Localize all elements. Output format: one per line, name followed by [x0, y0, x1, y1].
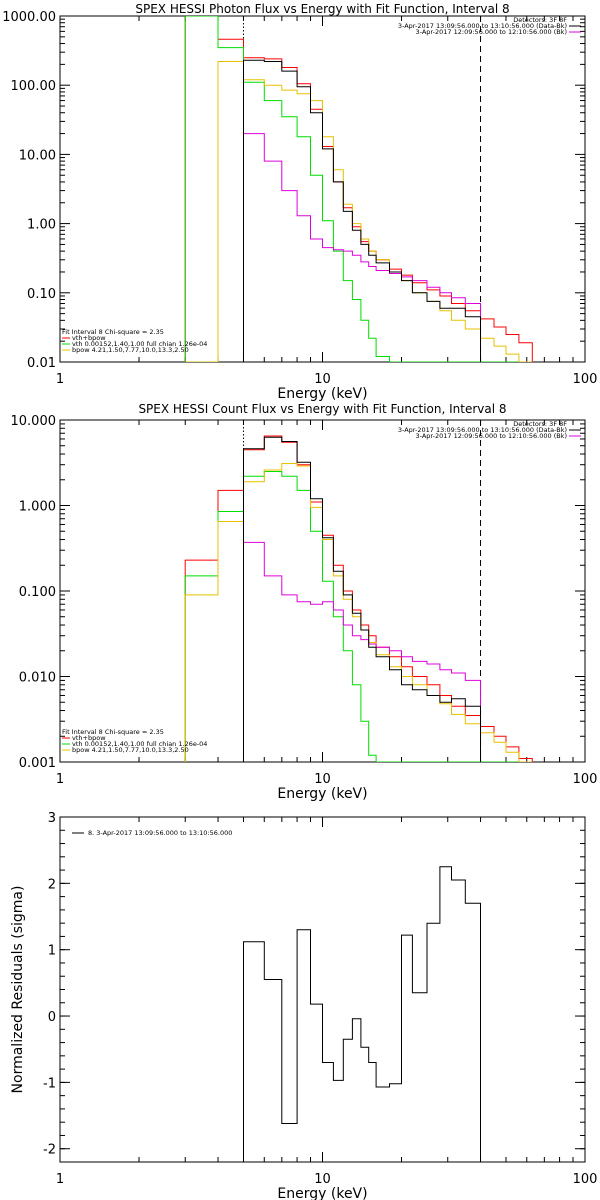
y-tick-label: 10.00 [19, 148, 56, 163]
legend-entry: 8. 3-Apr-2017 13:09:56.000 to 13:10:56.0… [88, 829, 232, 837]
x-axis-label: Energy (keV) [277, 386, 367, 402]
legend-bottom-entry: vth+bpow [72, 334, 106, 342]
legend-bottom-entry: bpow 4.21,1.50,7.77,10.0,13.3,2.50 [72, 746, 189, 754]
chart-title: SPEX HESSI Photon Flux vs Energy with Fi… [135, 2, 509, 16]
y-tick-label: 10.000 [11, 414, 57, 429]
x-axis-label: Energy (keV) [277, 786, 367, 802]
y-tick-label: 0.10 [27, 287, 56, 302]
y-tick-label: 0 [48, 1010, 56, 1025]
series-line-data [243, 436, 481, 762]
x-axis-label: Energy (keV) [277, 1186, 367, 1200]
y-tick-label: 1000.00 [2, 10, 56, 25]
photon-flux-panel: SPEX HESSI Photon Flux vs Energy with Fi… [2, 2, 597, 402]
x-tick-label: 10 [314, 372, 331, 387]
x-tick-label: 100 [573, 1172, 598, 1187]
y-tick-label: 0.001 [19, 756, 56, 771]
x-tick-label: 10 [314, 772, 331, 787]
plot-frame [59, 816, 586, 1163]
legend-top-entry: 3-Apr-2017 12:09:56.000 to 12:10:56.000 … [416, 432, 567, 440]
y-tick-label: -1 [43, 1076, 56, 1091]
series-line-data [243, 866, 481, 1162]
y-axis-label: Normalized Residuals (sigma) [10, 886, 26, 1094]
chart-title: SPEX HESSI Count Flux vs Energy with Fit… [138, 402, 506, 416]
legend-bottom-entry: Fit Interval 8 Chi-square = 2.35 [62, 328, 164, 336]
series-line-bkg [243, 541, 481, 762]
legend-top-entry: Detectors: 3F 8F [513, 16, 567, 24]
plot-frame [59, 419, 586, 763]
legend-bottom-entry: bpow 4.21,1.50,7.77,10.0,13.3,2.50 [72, 346, 189, 354]
y-tick-label: 100.00 [11, 79, 57, 94]
legend-top-entry: 3-Apr-2017 13:09:56.000 to 13:10:56.000 … [398, 426, 567, 434]
x-tick-label: 10 [314, 1172, 331, 1187]
legend-top-entry: 3-Apr-2017 13:09:56.000 to 13:10:56.000 … [398, 22, 567, 30]
y-tick-label: 0.01 [27, 356, 56, 371]
x-tick-label: 100 [573, 372, 598, 387]
y-tick-label: -2 [43, 1143, 56, 1158]
x-tick-label: 1 [56, 772, 64, 787]
series-line-bpow [185, 61, 533, 362]
legend-top-entry: Detectors: 3F 8F [513, 420, 567, 428]
x-tick-label: 1 [56, 372, 64, 387]
legend-top-entry: 3-Apr-2017 12:09:56.000 to 12:10:56.000 … [416, 28, 567, 36]
y-tick-label: 1.00 [27, 218, 56, 233]
y-tick-label: 1 [48, 944, 56, 959]
legend-bottom-entry: Fit Interval 8 Chi-square = 2.35 [62, 728, 164, 736]
legend-bottom-entry: vth+bpow [72, 734, 106, 742]
y-tick-label: 0.010 [19, 671, 56, 686]
legend-bottom-entry: vth 0.00152,1.40,1.00 full chian 1.26e-0… [72, 340, 207, 348]
y-tick-label: 1.000 [19, 500, 56, 515]
count-flux-panel: SPEX HESSI Count Flux vs Energy with Fit… [11, 402, 598, 802]
series-line-bkg [243, 133, 481, 362]
x-tick-label: 1 [56, 1172, 64, 1187]
series-line-vth [184, 16, 533, 362]
y-tick-label: 2 [48, 877, 56, 892]
y-tick-label: 0.100 [19, 585, 56, 600]
series-line-data [243, 59, 481, 362]
y-tick-label: 3 [48, 811, 56, 826]
legend-bottom-entry: vth 0.00152,1.40,1.00 full chian 1.26e-0… [72, 740, 207, 748]
x-tick-label: 100 [573, 772, 598, 787]
